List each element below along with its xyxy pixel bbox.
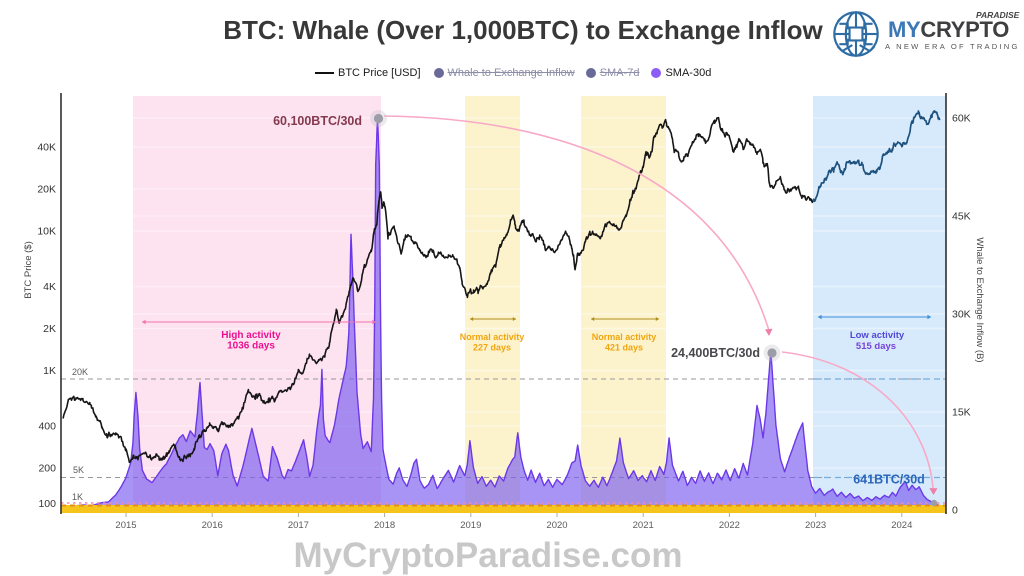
svg-text:641BTC/30d: 641BTC/30d	[853, 473, 925, 487]
svg-text:BTC Price ($): BTC Price ($)	[23, 241, 34, 299]
svg-text:15K: 15K	[952, 407, 971, 419]
svg-text:20K: 20K	[37, 184, 56, 196]
svg-text:200: 200	[38, 463, 56, 475]
svg-text:2K: 2K	[43, 323, 56, 335]
svg-text:2016: 2016	[202, 520, 223, 531]
svg-text:400: 400	[38, 421, 56, 433]
svg-text:60K: 60K	[952, 113, 971, 125]
svg-text:30K: 30K	[952, 309, 971, 321]
svg-text:2015: 2015	[115, 520, 136, 531]
svg-text:1K: 1K	[43, 365, 56, 377]
svg-text:2019: 2019	[460, 520, 481, 531]
svg-text:2024: 2024	[891, 520, 912, 531]
svg-text:2018: 2018	[374, 520, 395, 531]
svg-text:227 days: 227 days	[473, 343, 511, 353]
svg-text:Normal activity: Normal activity	[460, 332, 525, 342]
svg-text:100: 100	[38, 498, 56, 510]
svg-text:High activity: High activity	[221, 330, 281, 341]
svg-text:2017: 2017	[288, 520, 309, 531]
svg-text:5K: 5K	[73, 465, 84, 475]
svg-text:24,400BTC/30d: 24,400BTC/30d	[671, 346, 760, 360]
svg-text:60,100BTC/30d: 60,100BTC/30d	[273, 114, 362, 128]
svg-text:515 days: 515 days	[856, 341, 896, 352]
svg-text:1K: 1K	[72, 492, 83, 502]
svg-text:2020: 2020	[546, 520, 567, 531]
svg-text:Normal activity: Normal activity	[592, 332, 657, 342]
svg-text:4K: 4K	[43, 281, 56, 293]
svg-text:1036 days: 1036 days	[227, 341, 275, 352]
svg-text:Low activity: Low activity	[850, 330, 905, 341]
svg-text:10K: 10K	[37, 226, 56, 238]
svg-text:2023: 2023	[805, 520, 826, 531]
svg-text:45K: 45K	[952, 211, 971, 223]
svg-text:Whale to Exchange Inflow (B): Whale to Exchange Inflow (B)	[974, 237, 985, 362]
svg-text:2022: 2022	[719, 520, 740, 531]
svg-text:40K: 40K	[37, 142, 56, 154]
svg-text:2021: 2021	[633, 520, 654, 531]
svg-text:421 days: 421 days	[605, 343, 643, 353]
svg-text:0: 0	[952, 505, 958, 517]
svg-text:20K: 20K	[72, 367, 88, 377]
